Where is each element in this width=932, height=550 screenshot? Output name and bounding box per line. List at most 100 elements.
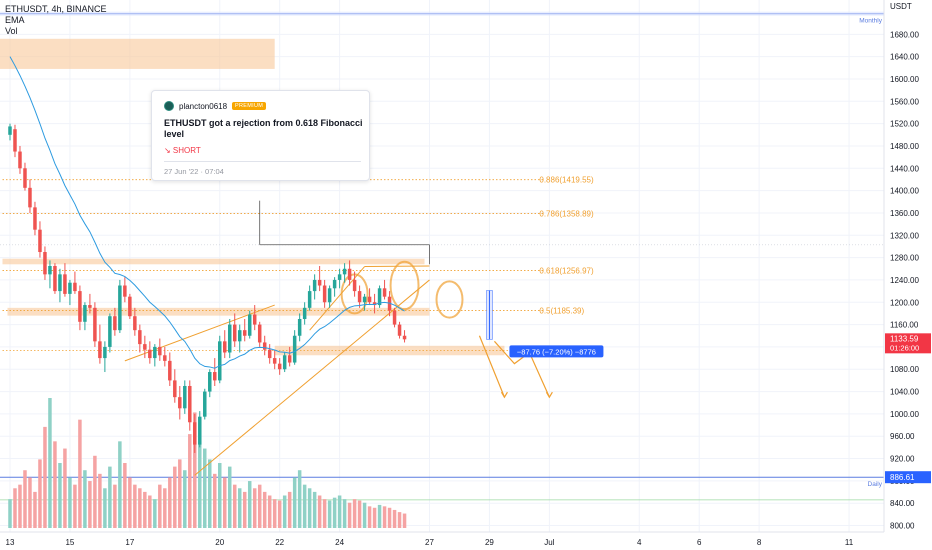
candle-body — [297, 319, 302, 336]
measure-label-bg — [509, 345, 604, 358]
fib-label-0.5: 0.5(1185.39) — [539, 306, 584, 315]
candle-body — [118, 285, 122, 331]
volume-bar — [332, 497, 337, 528]
volume-bar — [397, 512, 402, 528]
volume-bar — [8, 499, 12, 528]
volume-indicator-label[interactable]: Vol — [5, 26, 18, 36]
candle-body — [148, 349, 152, 359]
volume-bar — [163, 488, 167, 528]
support-resistance-zones — [0, 38, 505, 356]
candle-body — [173, 380, 177, 398]
candle-body — [168, 360, 172, 381]
volume-bar — [88, 481, 92, 528]
volume-bar — [382, 506, 387, 528]
candle-body — [237, 330, 242, 342]
volume-bar — [232, 484, 237, 528]
price-axis[interactable]: USDT800.00840.00880.00920.00960.001000.0… — [883, 0, 932, 550]
author-name[interactable]: plancton0618 — [179, 101, 228, 111]
candle-body — [312, 279, 317, 292]
volume-bar — [43, 426, 47, 528]
time-axis[interactable]: 13 15 17 20 22 24 27 29 Jul 4 6 8 11 — [0, 531, 884, 547]
volume-bar — [322, 499, 327, 528]
candle-body — [163, 355, 167, 361]
volume-bar — [247, 481, 252, 528]
volume-bar — [352, 499, 357, 528]
candle-body — [218, 341, 222, 381]
volume-bar — [372, 507, 377, 528]
volume-bar — [292, 477, 297, 528]
volume-bar — [392, 509, 397, 528]
time-tick-label: 4 — [637, 538, 642, 547]
volume-bar — [287, 491, 292, 528]
idea-card[interactable]: plancton0618 PREMIUM ETHUSDT got a rejec… — [151, 90, 370, 181]
support-zone-low — [274, 345, 505, 356]
price-tick-label: 1160.00 — [890, 321, 919, 330]
candle-body — [63, 274, 67, 294]
candle-body — [267, 349, 272, 359]
candle-body — [302, 307, 307, 320]
arrow-head-1 — [500, 391, 508, 399]
price-tick-label: 1400.00 — [890, 187, 919, 196]
volume-bar — [377, 504, 382, 528]
candle-body — [247, 314, 252, 336]
volume-bar — [13, 488, 17, 528]
volume-bar — [277, 500, 282, 528]
volume-bar — [148, 495, 152, 528]
candle-body — [108, 316, 112, 347]
candle-body — [193, 422, 197, 445]
rising-wedge-lower — [194, 279, 430, 476]
candlesticks[interactable] — [8, 123, 407, 453]
ema-indicator-label[interactable]: EMA — [5, 15, 25, 25]
volume-bar — [337, 495, 342, 528]
volume-bar — [38, 459, 42, 528]
author-avatar[interactable] — [164, 101, 174, 111]
horizontal-levels[interactable]: Monthly Daily — [0, 11, 884, 501]
volume-bar — [282, 495, 287, 528]
candle-body — [252, 314, 257, 325]
volume-bar — [93, 455, 97, 528]
ema-line — [9, 56, 405, 369]
volume-bar — [173, 466, 177, 528]
volume-bar — [158, 484, 162, 528]
price-tick-label: 1000.00 — [890, 410, 919, 419]
candle-body — [123, 285, 127, 297]
volume-bar — [272, 499, 277, 528]
candle-body — [222, 341, 227, 353]
divider — [164, 161, 361, 162]
volume-bar — [213, 473, 217, 528]
symbol-title[interactable]: ETHUSDT, 4h, BINANCE — [5, 4, 107, 14]
volume-bar — [128, 477, 132, 528]
candle-body — [113, 316, 117, 331]
candle-body — [43, 252, 47, 275]
price-tick-label: 1280.00 — [890, 254, 919, 263]
support-zone — [7, 307, 430, 316]
volume-bar — [48, 398, 52, 528]
volume-bar — [312, 491, 317, 528]
price-range-measure[interactable]: −87.76 (−7.20%) −8776 — [486, 290, 604, 358]
volume-bar — [237, 488, 242, 528]
volume-bar — [28, 477, 32, 528]
candle-body — [397, 324, 402, 336]
grid-lines — [0, 0, 884, 532]
volume-bar — [262, 491, 267, 528]
idea-title[interactable]: ETHUSDT got a rejection from 0.618 Fibon… — [164, 118, 363, 139]
price-tick-label: 1320.00 — [890, 231, 919, 240]
time-tick-label: 15 — [65, 538, 74, 547]
volume-bar — [103, 488, 107, 528]
volume-bar — [78, 419, 82, 528]
candle-body — [203, 391, 207, 417]
candle-body — [68, 282, 72, 294]
volume-bar — [267, 495, 272, 528]
volume-bar — [198, 441, 202, 528]
currency-label: USDT — [890, 2, 912, 11]
head-outline — [389, 260, 420, 311]
candle-body — [402, 335, 407, 340]
candle-body — [78, 291, 82, 322]
candle-body — [377, 288, 382, 306]
candle-body — [83, 305, 87, 322]
price-tick-label: 1440.00 — [890, 164, 919, 173]
price-tick-label: 1360.00 — [890, 209, 919, 218]
candle-body — [208, 372, 212, 392]
time-tick-label: Jul — [544, 538, 554, 547]
